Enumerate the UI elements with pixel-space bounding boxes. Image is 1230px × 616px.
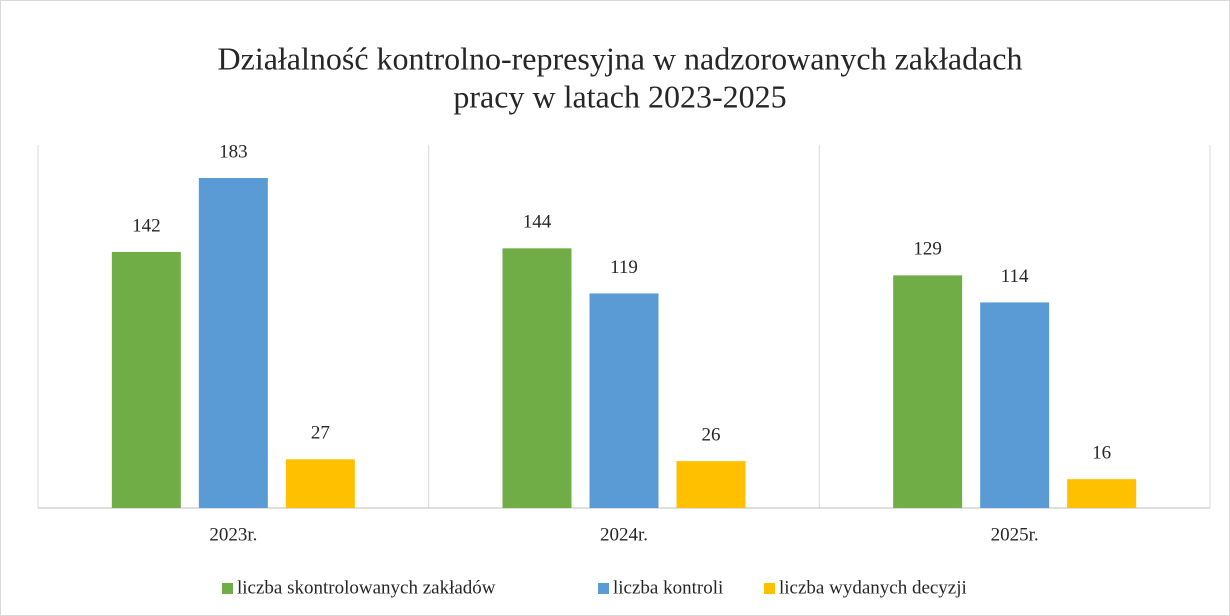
x-tick-label: 2023r.: [209, 524, 257, 545]
legend-label: liczba wydanych decyzji: [779, 577, 967, 598]
data-label: 183: [219, 141, 248, 162]
legend-swatch: [222, 583, 233, 594]
bar: [198, 178, 268, 508]
data-label: 16: [1092, 443, 1111, 464]
data-label: 114: [1001, 266, 1029, 287]
data-label: 142: [132, 215, 161, 236]
data-label: 129: [913, 239, 942, 260]
legend-label: liczba skontrolowanych zakładów: [237, 577, 496, 598]
bar: [676, 461, 746, 508]
bar: [893, 275, 963, 508]
chart-title: Działalność kontrolno-represyjna w nadzo…: [218, 40, 1023, 76]
legend-swatch: [764, 583, 775, 594]
x-tick-label: 2025r.: [991, 524, 1039, 545]
data-label: 26: [702, 424, 721, 445]
bar: [589, 293, 659, 508]
legend-label: liczba kontroli: [613, 577, 723, 598]
bar: [111, 251, 181, 508]
bar: [1067, 479, 1137, 508]
data-label: 144: [523, 212, 552, 233]
data-label: 119: [610, 257, 638, 278]
bar: [502, 248, 572, 508]
legend-swatch: [598, 583, 609, 594]
bar: [980, 302, 1050, 508]
x-tick-label: 2024r.: [600, 524, 648, 545]
bar: [285, 459, 355, 508]
chart-subtitle: pracy w latach 2023-2025: [453, 78, 786, 114]
data-label: 27: [311, 423, 330, 444]
